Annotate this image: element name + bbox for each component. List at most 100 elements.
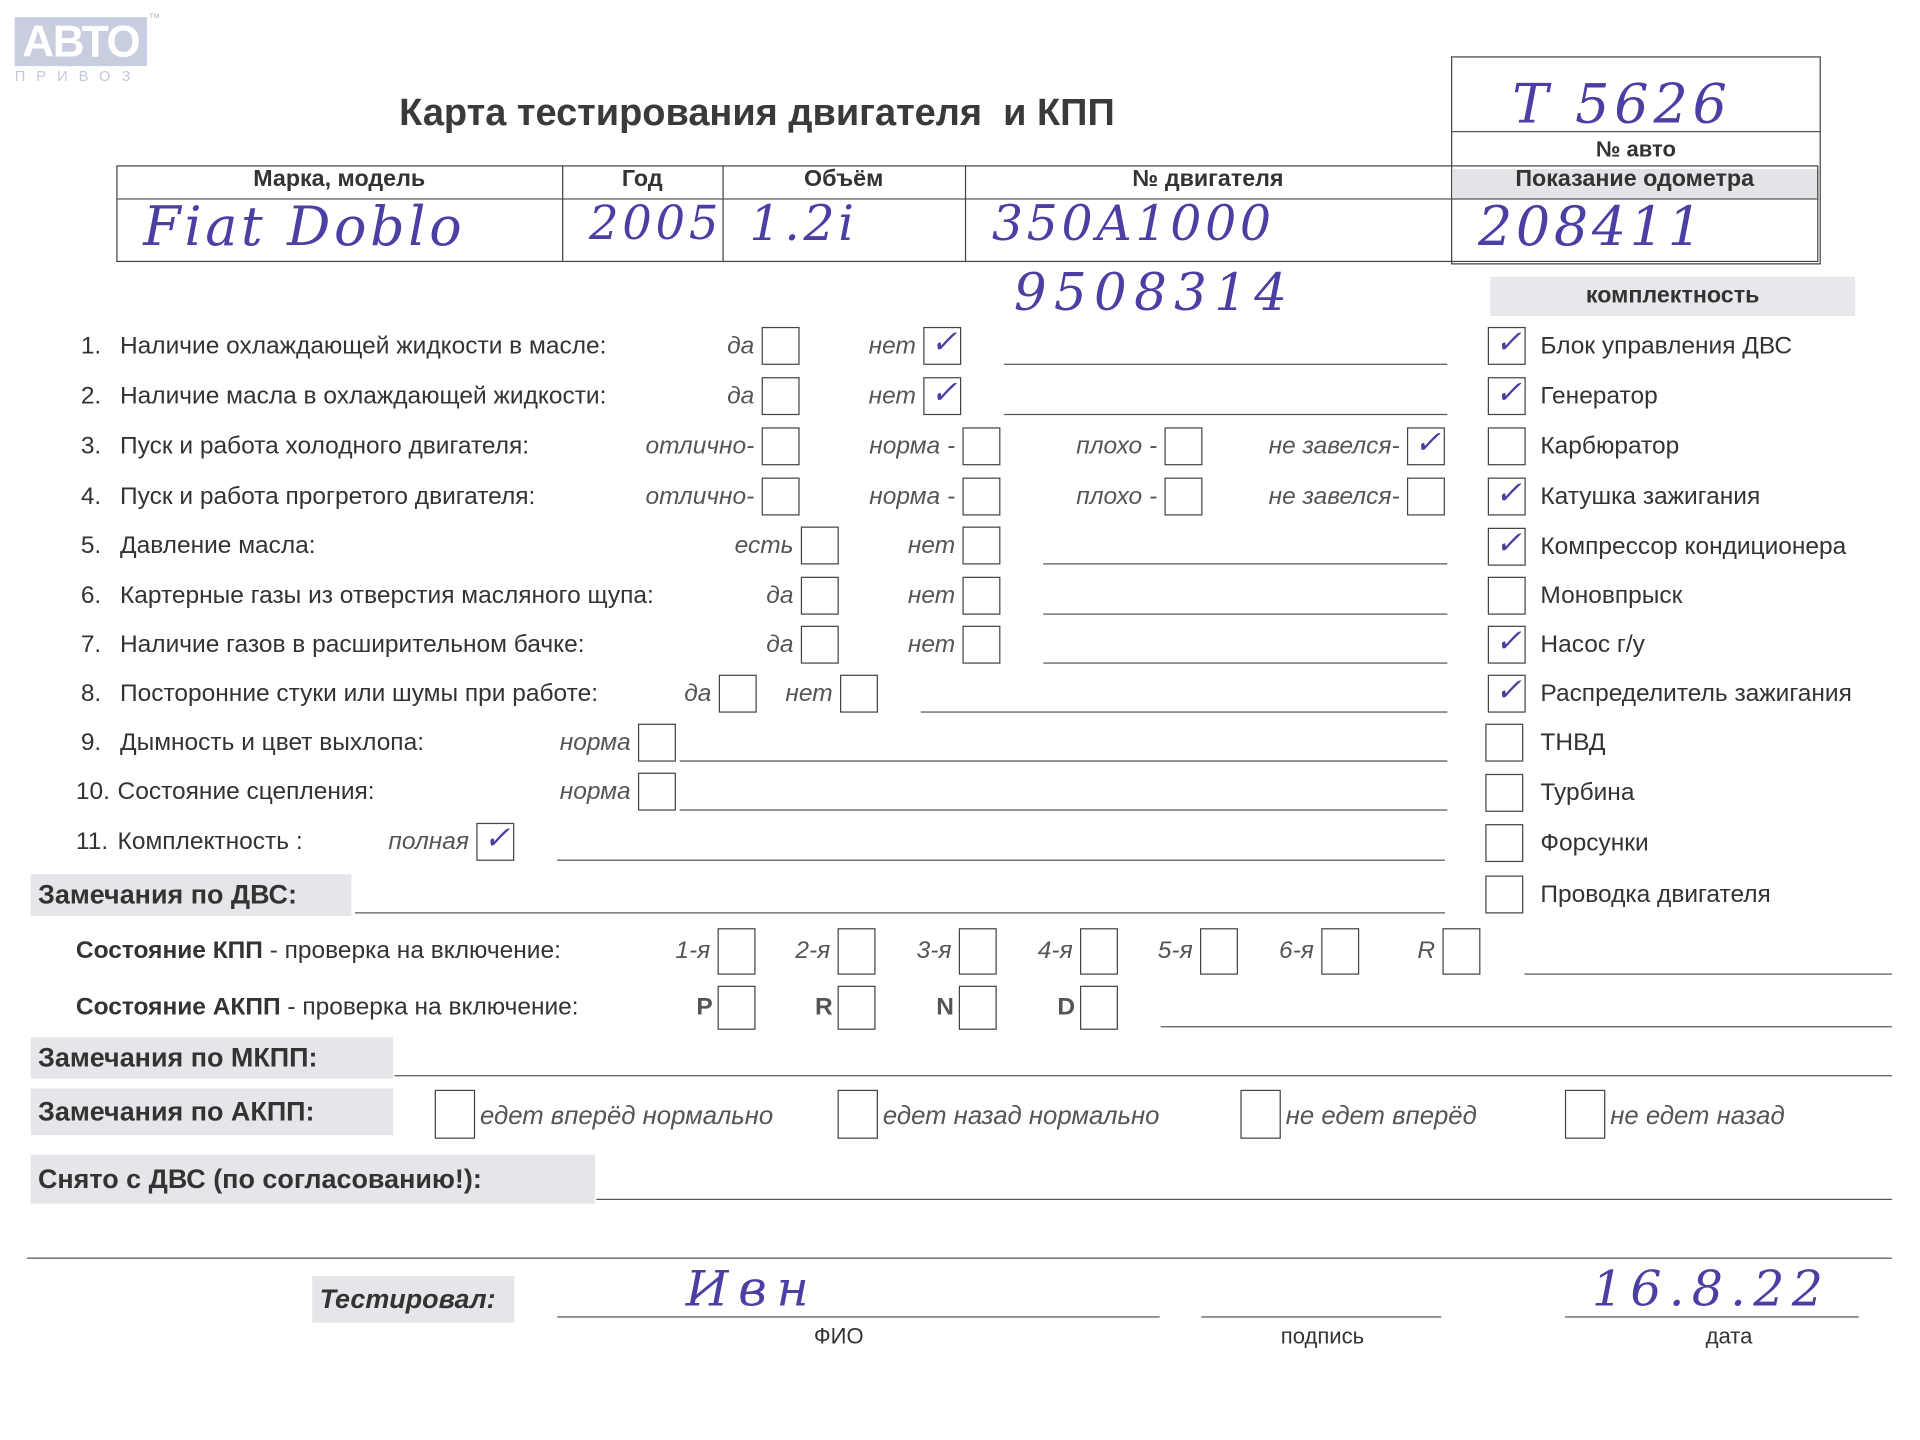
option-label: нет xyxy=(785,680,833,708)
akpp-remark-checkbox[interactable] xyxy=(1564,1089,1606,1139)
completeness-item: Форсунки xyxy=(1540,829,1649,857)
fio-caption: ФИО xyxy=(813,1323,864,1349)
option-checkbox[interactable] xyxy=(761,377,800,416)
note-line[interactable] xyxy=(679,760,1448,762)
row-number: 10. xyxy=(75,778,110,806)
date-line[interactable] xyxy=(1564,1316,1859,1318)
option-label: плохо - xyxy=(1076,483,1158,511)
kpp-gear-checkbox[interactable] xyxy=(958,928,997,975)
note-line[interactable] xyxy=(1004,363,1448,365)
completeness-checkbox[interactable] xyxy=(1487,477,1526,516)
akpp-remark-checkbox[interactable] xyxy=(434,1089,476,1139)
option-checkbox[interactable] xyxy=(1406,477,1445,516)
option-checkbox[interactable] xyxy=(840,674,878,713)
column-value[interactable]: 208411 xyxy=(1477,195,1706,259)
option-checkbox[interactable] xyxy=(800,526,839,565)
completeness-checkbox[interactable] xyxy=(1485,773,1524,812)
note-line[interactable] xyxy=(1043,662,1448,664)
completeness-checkbox[interactable] xyxy=(1487,674,1526,713)
akpp-gear-checkbox[interactable] xyxy=(837,985,876,1030)
check-mark-icon: ✓ xyxy=(483,820,511,858)
option-checkbox[interactable] xyxy=(637,723,676,762)
kpp-gear-checkbox[interactable] xyxy=(837,928,876,975)
akpp-gear-checkbox[interactable] xyxy=(717,985,756,1030)
tested-label: Тестировал: xyxy=(312,1275,515,1323)
option-checkbox[interactable] xyxy=(962,625,1001,664)
note-line[interactable] xyxy=(1004,413,1448,416)
completeness-checkbox[interactable] xyxy=(1487,326,1526,365)
signature-line[interactable] xyxy=(1201,1316,1442,1318)
kpp-gear-checkbox[interactable] xyxy=(1080,928,1118,975)
option-checkbox[interactable] xyxy=(923,377,962,416)
row-number: 8. xyxy=(80,680,102,708)
note-line[interactable] xyxy=(920,711,1448,713)
fio-line[interactable] xyxy=(557,1316,1160,1318)
divider xyxy=(1451,131,1821,133)
akpp-remark-checkbox[interactable] xyxy=(1240,1089,1281,1139)
note-line[interactable] xyxy=(557,859,1445,861)
akpp-note-line[interactable] xyxy=(1160,1026,1892,1028)
completeness-checkbox[interactable] xyxy=(1487,576,1526,615)
row-label: Картерные газы из отверстия масляного щу… xyxy=(120,582,654,610)
note-line[interactable] xyxy=(1043,613,1448,615)
car-number-value[interactable]: T 5626 xyxy=(1512,73,1732,136)
column-value[interactable]: 350A1000 xyxy=(991,195,1275,253)
option-checkbox[interactable] xyxy=(761,427,800,466)
engine-number-extra[interactable]: 9508314 xyxy=(1013,262,1295,323)
option-label: да xyxy=(727,382,755,410)
dvs-remarks-label: Замечания по ДВС: xyxy=(30,874,352,916)
completeness-checkbox[interactable] xyxy=(1487,427,1526,466)
akpp-remark-checkbox[interactable] xyxy=(837,1089,878,1139)
mkpp-remarks-label: Замечания по МКПП: xyxy=(30,1037,394,1079)
check-mark-icon: ✓ xyxy=(1495,475,1522,512)
option-checkbox[interactable] xyxy=(761,477,800,516)
option-checkbox[interactable] xyxy=(962,477,1001,516)
kpp-gear-checkbox[interactable] xyxy=(1200,928,1238,975)
removed-line-2[interactable] xyxy=(26,1257,1892,1259)
completeness-checkbox[interactable] xyxy=(1487,377,1526,416)
dvs-remarks-line[interactable] xyxy=(355,912,1445,914)
completeness-item: Карбюратор xyxy=(1540,432,1680,460)
akpp-label: Состояние АКПП - проверка на включение: xyxy=(75,993,579,1021)
column-header: Марка, модель xyxy=(253,166,426,193)
column-value[interactable]: 1.2i xyxy=(749,195,858,253)
option-checkbox[interactable] xyxy=(962,427,1001,466)
note-line[interactable] xyxy=(1043,563,1448,565)
option-checkbox[interactable] xyxy=(718,674,757,713)
option-checkbox[interactable] xyxy=(923,326,962,365)
column-value[interactable]: Fiat Doblo xyxy=(143,195,466,259)
option-checkbox[interactable] xyxy=(761,326,800,365)
completeness-item: Насос г/у xyxy=(1540,631,1645,659)
option-checkbox[interactable] xyxy=(476,822,515,861)
fio-value[interactable]: Ивн xyxy=(685,1261,819,1318)
akpp-gear-checkbox[interactable] xyxy=(958,985,997,1030)
column-value[interactable]: 2005 xyxy=(588,195,723,250)
completeness-checkbox[interactable] xyxy=(1485,875,1524,914)
mkpp-remarks-line[interactable] xyxy=(394,1075,1892,1077)
completeness-checkbox[interactable] xyxy=(1485,723,1524,762)
completeness-checkbox[interactable] xyxy=(1487,625,1526,664)
row-label: Наличие масла в охлаждающей жидкости: xyxy=(120,382,607,410)
option-checkbox[interactable] xyxy=(1164,427,1203,466)
kpp-gear-checkbox[interactable] xyxy=(1442,928,1481,975)
completeness-checkbox[interactable] xyxy=(1485,824,1524,863)
option-checkbox[interactable] xyxy=(800,625,839,664)
option-checkbox[interactable] xyxy=(962,526,1001,565)
option-checkbox[interactable] xyxy=(962,576,1001,615)
option-checkbox[interactable] xyxy=(800,576,839,615)
removed-line[interactable] xyxy=(596,1198,1892,1201)
akpp-gear-checkbox[interactable] xyxy=(1080,985,1118,1030)
option-label: норма xyxy=(559,729,631,757)
completeness-checkbox[interactable] xyxy=(1487,527,1526,566)
option-checkbox[interactable] xyxy=(1406,427,1445,466)
kpp-gear-checkbox[interactable] xyxy=(1321,928,1360,975)
kpp-gear-checkbox[interactable] xyxy=(717,928,756,975)
row-number: 11. xyxy=(75,828,109,856)
kpp-gear-label: 3-я xyxy=(916,937,952,965)
note-line[interactable] xyxy=(679,809,1448,811)
option-label: нет xyxy=(907,631,956,659)
kpp-note-line[interactable] xyxy=(1524,973,1892,975)
option-checkbox[interactable] xyxy=(1164,477,1203,516)
date-value[interactable]: 16.8.22 xyxy=(1591,1261,1831,1318)
option-checkbox[interactable] xyxy=(637,772,676,811)
